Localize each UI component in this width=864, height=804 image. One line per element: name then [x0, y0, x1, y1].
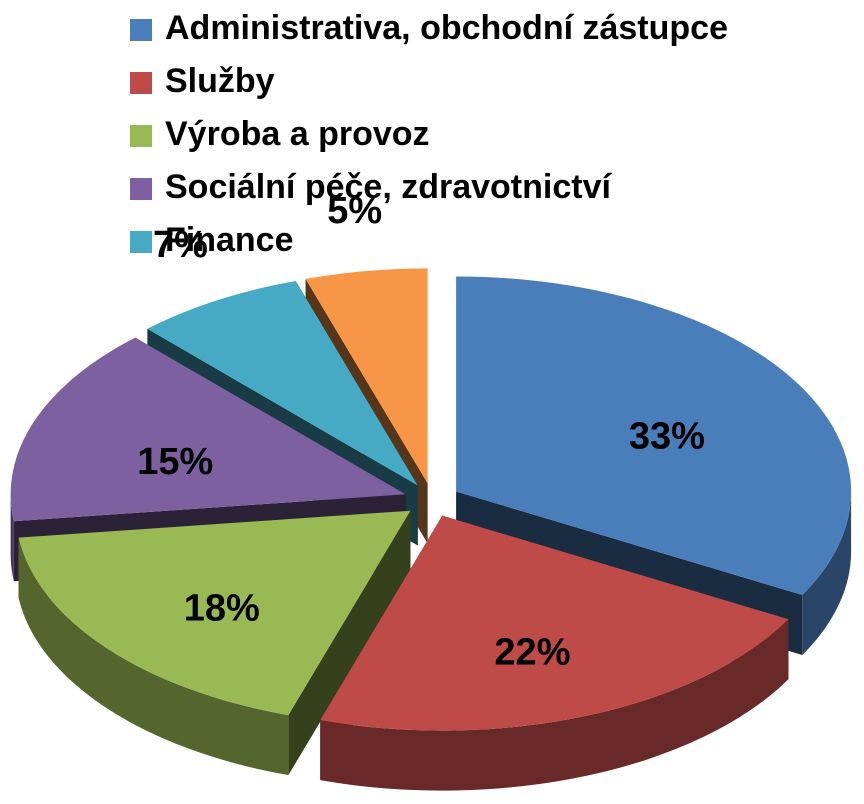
data-label: 33%: [629, 416, 705, 458]
data-label: 7%: [153, 224, 208, 266]
slice-side: [10, 494, 14, 582]
slice-side: [320, 619, 789, 791]
legend-swatch: [130, 72, 152, 94]
legend-label: Administrativa, obchodní zástupce: [165, 9, 728, 47]
slice-side: [288, 510, 411, 776]
slice-top: [18, 510, 411, 716]
legend-label: Služby: [165, 62, 275, 100]
data-label: 22%: [494, 632, 570, 674]
slice-top: [320, 515, 789, 731]
data-label: 15%: [137, 441, 213, 483]
slice: [320, 515, 789, 791]
legend-swatch: [130, 19, 152, 41]
data-label: 5%: [327, 190, 382, 232]
slice-top: [456, 276, 852, 596]
legend-label: Výroba a provoz: [165, 115, 430, 153]
legend-swatch: [130, 231, 152, 253]
legend-label: Sociální péče, zdravotnictví: [165, 168, 612, 206]
pie: 33% 22% 18% 15% 7% 5%: [10, 190, 852, 791]
slice-top: [305, 268, 428, 484]
slice: [18, 510, 411, 776]
legend-swatch: [130, 125, 152, 147]
slice-side: [18, 537, 289, 776]
legend-swatch: [130, 178, 152, 200]
data-label: 18%: [184, 588, 260, 630]
legend: Administrativa, obchodní zástupce Služby V…: [130, 9, 728, 259]
slice-top: [10, 337, 406, 522]
slice-side: [802, 491, 852, 656]
slice-top: [147, 281, 418, 486]
legend-label: Finance: [165, 221, 293, 259]
